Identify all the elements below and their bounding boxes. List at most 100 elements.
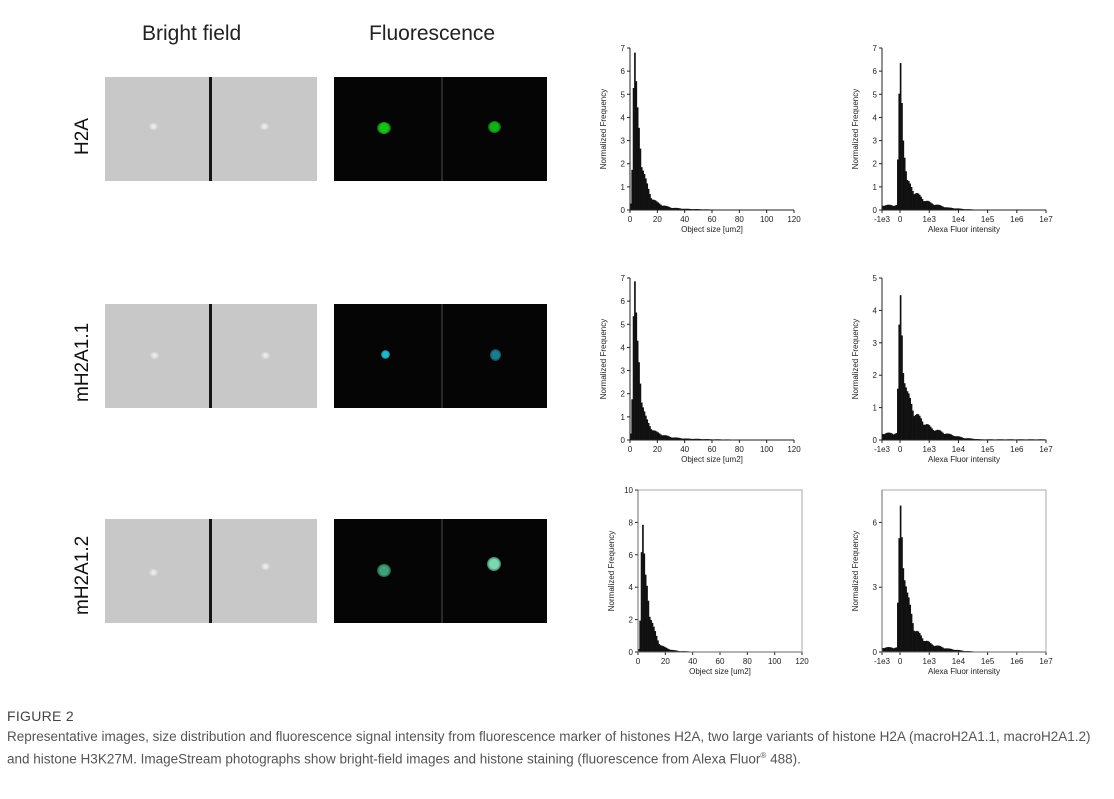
x-tick-label: 40 bbox=[680, 445, 689, 454]
histogram-bar bbox=[929, 202, 932, 210]
histogram-bar bbox=[920, 635, 922, 652]
histogram-bar bbox=[636, 107, 639, 210]
histogram-bar bbox=[895, 433, 898, 440]
x-tick-label: 40 bbox=[680, 215, 689, 224]
histogram-bar bbox=[910, 613, 913, 652]
histogram-bar bbox=[669, 207, 672, 210]
y-axis-label: Normalized Frequency bbox=[851, 319, 860, 399]
histogram-bar bbox=[924, 424, 927, 440]
histogram-bar bbox=[683, 438, 685, 440]
histogram-bar bbox=[655, 201, 658, 210]
histogram-bar bbox=[695, 438, 698, 440]
cell-spot bbox=[261, 563, 270, 570]
histogram-bar bbox=[639, 383, 642, 440]
histogram-bar bbox=[664, 205, 666, 210]
histogram-bar bbox=[684, 438, 687, 440]
histogram-bar bbox=[936, 204, 939, 210]
histogram-bar bbox=[688, 208, 691, 210]
fluorescence-spot bbox=[487, 557, 501, 571]
histogram-bar bbox=[882, 648, 884, 652]
histogram-bar bbox=[630, 433, 632, 440]
histogram-bar bbox=[630, 203, 632, 210]
histogram-bar bbox=[653, 430, 655, 440]
histogram-bar bbox=[943, 648, 946, 652]
histogram-bar bbox=[918, 415, 921, 440]
histogram-bar bbox=[907, 181, 910, 210]
x-tick-label: -1e3 bbox=[874, 215, 891, 224]
x-tick-label: -1e3 bbox=[874, 445, 891, 454]
histogram-bar bbox=[902, 568, 905, 652]
histogram-bar bbox=[680, 208, 683, 210]
histogram-bar bbox=[691, 438, 694, 440]
x-tick-label: 1e7 bbox=[1039, 445, 1053, 454]
x-tick-label: 80 bbox=[735, 445, 744, 454]
histogram-bar bbox=[646, 419, 649, 440]
y-tick-label: 3 bbox=[873, 339, 878, 348]
histogram-bars bbox=[638, 524, 803, 652]
y-tick-label: 10 bbox=[624, 486, 633, 495]
histogram-bar bbox=[929, 643, 932, 652]
histogram-bar bbox=[897, 388, 899, 440]
x-tick-label: 20 bbox=[653, 215, 662, 224]
y-tick-label: 0 bbox=[629, 648, 634, 657]
histogram-bar bbox=[660, 204, 662, 210]
x-tick-label: 120 bbox=[787, 445, 801, 454]
y-tick-label: 6 bbox=[621, 297, 626, 306]
x-tick-label: 80 bbox=[743, 657, 752, 666]
histogram-bar bbox=[912, 623, 914, 652]
histogram-bar bbox=[898, 93, 901, 210]
histogram-bar bbox=[643, 553, 646, 652]
fluorescence-image-h2a bbox=[334, 77, 547, 181]
histogram-bar bbox=[944, 207, 947, 210]
histogram-bar bbox=[939, 205, 942, 210]
histogram-bar bbox=[642, 524, 644, 652]
histogram-bar bbox=[676, 650, 678, 652]
histogram-bar bbox=[907, 393, 910, 440]
x-axis-label: Alexa Fluor intensity bbox=[928, 667, 1000, 676]
histogram-bar bbox=[901, 103, 903, 210]
histogram-bar bbox=[658, 643, 661, 652]
histogram-bar bbox=[669, 649, 672, 652]
row-label-mh2a1-2: mH2A1.2 bbox=[72, 535, 93, 615]
y-axis-label: Normalized Frequency bbox=[851, 89, 860, 169]
histogram-bar bbox=[923, 424, 925, 440]
histogram-bar bbox=[668, 436, 670, 440]
histogram-bars bbox=[882, 505, 1047, 652]
histogram-bar bbox=[906, 592, 909, 652]
histogram-bar bbox=[647, 423, 650, 440]
x-tick-label: 1e7 bbox=[1039, 215, 1053, 224]
histogram-bar bbox=[909, 604, 911, 652]
histogram-bar bbox=[932, 430, 935, 440]
histogram-bar bbox=[672, 207, 675, 210]
histogram-bar bbox=[674, 650, 677, 652]
histogram-bar bbox=[909, 183, 911, 210]
histogram-bar bbox=[925, 200, 928, 210]
x-tick-label: -1e3 bbox=[874, 657, 891, 666]
histogram-bar bbox=[931, 203, 933, 210]
histogram-bar bbox=[899, 63, 902, 210]
y-tick-label: 3 bbox=[873, 583, 878, 592]
histogram-bar bbox=[957, 649, 959, 652]
x-tick-label: 1e5 bbox=[981, 445, 995, 454]
histogram-bar bbox=[928, 201, 931, 210]
histogram-bar bbox=[933, 646, 936, 652]
histogram-bar bbox=[646, 585, 648, 652]
y-tick-label: 7 bbox=[621, 274, 626, 283]
histogram-bar bbox=[969, 438, 972, 440]
cell-spot bbox=[260, 123, 269, 130]
histogram-bar bbox=[645, 415, 647, 440]
histogram-bar bbox=[646, 183, 649, 210]
histogram-bar bbox=[939, 430, 942, 440]
fluorescence-image-mh2a1-2 bbox=[334, 519, 547, 623]
histogram-bar bbox=[665, 205, 668, 210]
histogram-bar bbox=[917, 631, 920, 652]
histogram-bar bbox=[954, 649, 957, 652]
histogram-bar bbox=[899, 505, 902, 652]
histogram-bar bbox=[955, 208, 958, 210]
histogram-bar bbox=[647, 188, 650, 210]
y-axis-label: Normalized Frequency bbox=[599, 89, 608, 169]
histogram-bar bbox=[927, 424, 929, 440]
histogram-bar bbox=[947, 648, 950, 652]
caption-superscript: ® bbox=[760, 751, 767, 760]
